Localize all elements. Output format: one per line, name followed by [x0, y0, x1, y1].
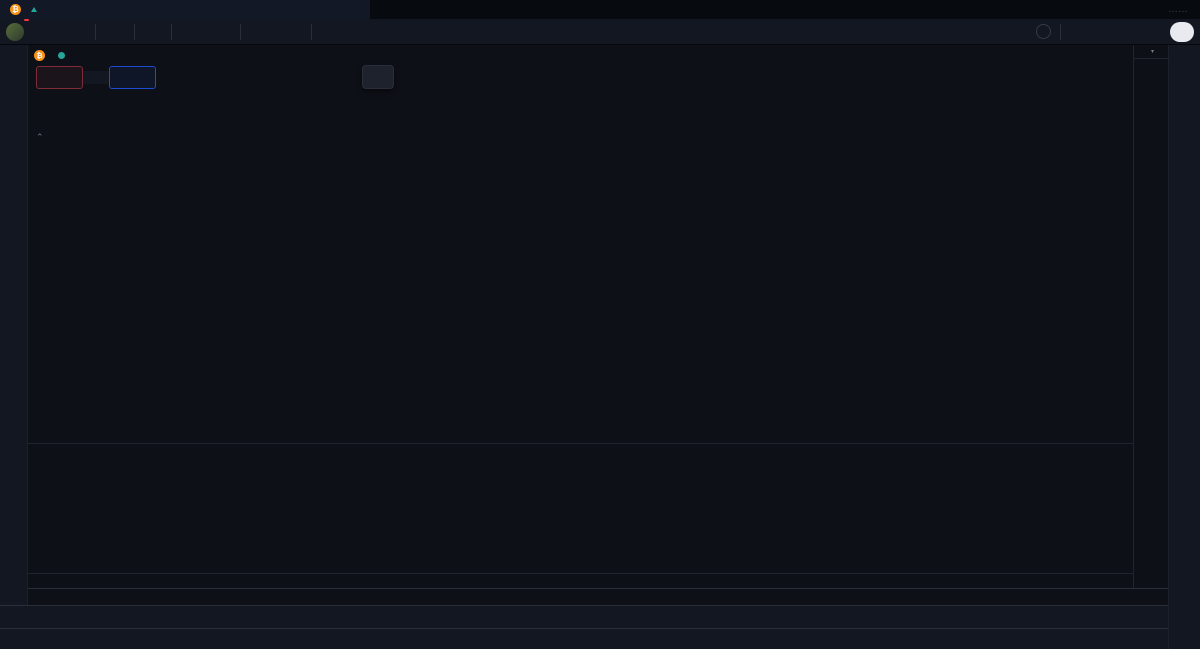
compare-add-icon[interactable]: [66, 21, 88, 43]
main-toolbar: [0, 18, 1200, 45]
panel-star-icon[interactable]: [8, 630, 30, 648]
symbol-header[interactable]: ₿: [34, 48, 156, 62]
sell-button[interactable]: [36, 66, 83, 89]
rsi-pane-canvas[interactable]: [28, 443, 1133, 573]
redo-icon[interactable]: [343, 21, 365, 43]
main-chart-canvas[interactable]: [28, 45, 1133, 443]
drag-handle[interactable]: [367, 67, 389, 87]
chart-legend: ₿: [34, 48, 156, 143]
right-sidebar: [1168, 45, 1200, 649]
indicator-row-volume[interactable]: [34, 120, 156, 133]
legend-collapse-icon[interactable]: ⌃: [36, 132, 44, 142]
buy-button[interactable]: [109, 66, 156, 89]
up-arrow-icon: [31, 7, 37, 12]
range-toolbar: [0, 605, 1168, 628]
market-status-icon[interactable]: [58, 51, 65, 59]
browser-tab-strip: ₿ ……: [0, 0, 1200, 19]
bitcoin-icon: ₿: [34, 49, 45, 61]
alert-icon[interactable]: [248, 21, 270, 43]
interval-chevron-icon[interactable]: [105, 21, 127, 43]
window-controls[interactable]: ……: [1154, 4, 1188, 15]
maximize-panel-icon[interactable]: [1138, 630, 1160, 648]
currency-selector[interactable]: ▾: [1134, 45, 1169, 59]
spread-value: [83, 71, 109, 84]
chart-style-icon[interactable]: [142, 21, 164, 43]
time-axis[interactable]: [28, 588, 1168, 605]
expand-panel-icon[interactable]: [1110, 630, 1132, 648]
avatar-notification-badge: [24, 18, 29, 21]
fullscreen-icon[interactable]: [1116, 21, 1138, 43]
replay-icon[interactable]: [280, 21, 302, 43]
floating-drawing-toolbar: [362, 65, 394, 89]
layout-chevron-icon[interactable]: [1010, 21, 1032, 43]
layout-select-icon[interactable]: [984, 21, 1006, 43]
quick-search-icon[interactable]: [1068, 21, 1090, 43]
indicators-icon[interactable]: [179, 21, 201, 43]
settings-gear-icon[interactable]: [1092, 21, 1114, 43]
trade-widget: [36, 66, 156, 89]
undo-icon[interactable]: [319, 21, 341, 43]
f-shortcut-button[interactable]: [1036, 24, 1051, 39]
more-icon[interactable]: ……: [1168, 4, 1188, 15]
search-icon[interactable]: [32, 21, 54, 43]
snapshot-camera-icon[interactable]: [1140, 21, 1162, 43]
indicator-row-bb[interactable]: [34, 107, 156, 120]
obv-pane[interactable]: [28, 573, 1133, 588]
indicator-row-sma[interactable]: [34, 94, 156, 107]
bitcoin-favicon: ₿: [10, 4, 21, 15]
price-axis[interactable]: ▾: [1133, 45, 1169, 588]
user-avatar[interactable]: [6, 18, 29, 41]
chart-area: ₿: [28, 45, 1169, 605]
left-drawing-toolbar: [0, 45, 28, 605]
bottom-tabs-bar: [0, 628, 1168, 649]
indicator-templates-icon[interactable]: [209, 21, 231, 43]
browser-tab[interactable]: ₿: [0, 0, 370, 19]
publish-button[interactable]: [1170, 21, 1194, 42]
